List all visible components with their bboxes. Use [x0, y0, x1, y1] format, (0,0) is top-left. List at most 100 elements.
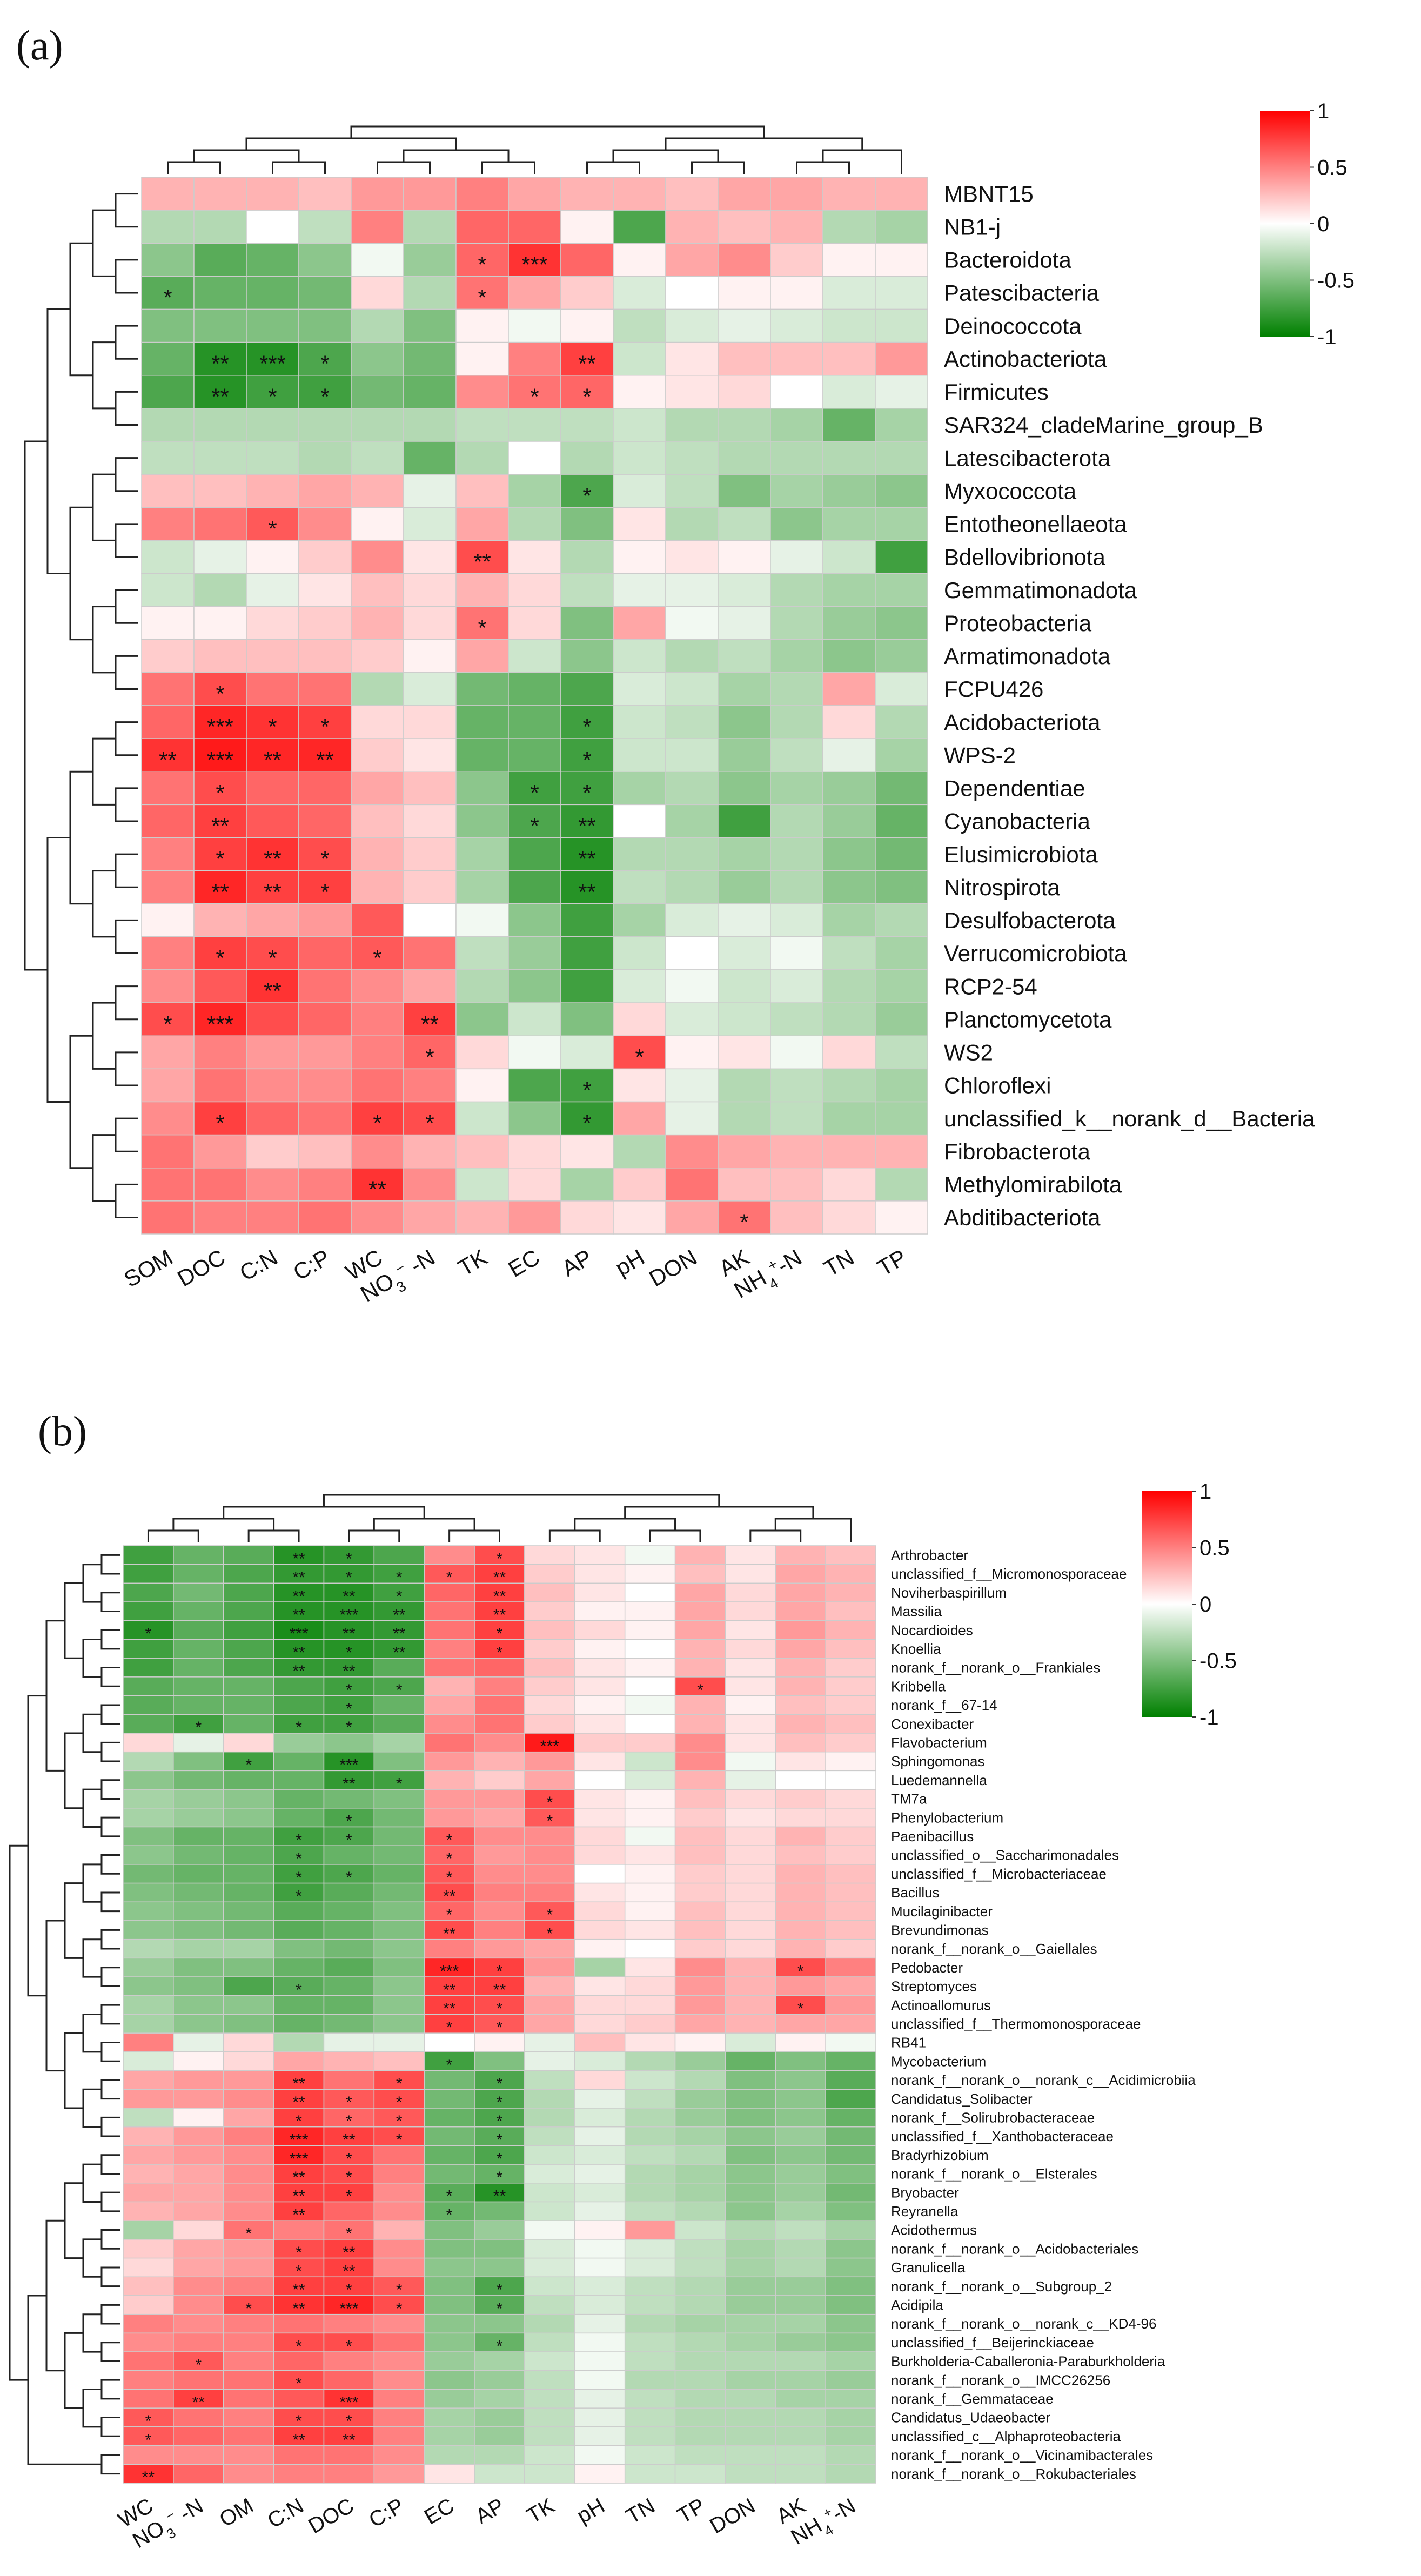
heatmap-cell	[524, 1620, 575, 1640]
heatmap-cell	[560, 1068, 614, 1103]
heatmap-cell	[273, 2070, 325, 2090]
heatmap-cell	[351, 705, 404, 739]
significance-mark: *	[797, 2000, 804, 2018]
heatmap-cell	[424, 1957, 475, 1977]
heatmap-cell	[775, 2464, 826, 2484]
heatmap-cell	[273, 1639, 325, 1659]
significance-mark: *	[478, 252, 486, 277]
heatmap-cell	[524, 2370, 575, 2390]
heatmap-cell	[223, 1901, 274, 1921]
heatmap-cell	[624, 2220, 676, 2240]
heatmap-cell	[173, 2445, 224, 2465]
significance-mark: ***	[259, 351, 286, 376]
heatmap-cell	[624, 2051, 676, 2071]
heatmap-cell	[474, 2220, 525, 2240]
row-label-norank-f-solirubrobacteraceae: norank_f__Solirubrobacteraceae	[891, 2109, 1095, 2125]
heatmap-cell	[775, 2295, 826, 2315]
dendrogram-branch	[100, 1554, 120, 1575]
heatmap-cell	[560, 177, 614, 211]
heatmap-cell	[524, 1658, 575, 1678]
dendrogram-branch	[45, 2219, 65, 2372]
heatmap-cell	[474, 2407, 525, 2427]
heatmap-cell	[725, 2407, 776, 2427]
heatmap-cell	[560, 1002, 614, 1036]
heatmap-cell	[424, 2089, 475, 2109]
heatmap-cell	[141, 1134, 195, 1169]
dendrogram-branch	[115, 325, 138, 360]
heatmap-cell	[273, 1545, 325, 1565]
significance-mark: *	[216, 780, 224, 806]
heatmap-cell	[373, 1751, 425, 1772]
heatmap-cell	[770, 341, 823, 376]
significance-mark: *	[446, 2056, 453, 2074]
heatmap-cell	[775, 1582, 826, 1602]
heatmap-cell	[674, 2070, 726, 2090]
column-label-tp: TP	[673, 2494, 709, 2528]
dendrogram-branch	[147, 1530, 199, 1542]
heatmap-cell	[875, 308, 928, 343]
heatmap-cell	[223, 1882, 274, 1903]
heatmap-cell	[613, 1200, 666, 1235]
column-dendrogram	[167, 125, 902, 174]
heatmap-cell	[351, 210, 404, 244]
heatmap-cell	[373, 1826, 425, 1846]
heatmap-cell	[875, 870, 928, 904]
heatmap-cell	[141, 969, 195, 1003]
heatmap-cell	[674, 1882, 726, 1903]
heatmap-cell	[624, 1995, 676, 2015]
heatmap-cell	[246, 1002, 299, 1036]
significance-mark: *	[373, 1110, 381, 1136]
heatmap-cell	[273, 1733, 325, 1753]
heatmap-cell	[875, 1035, 928, 1070]
heatmap-cell	[273, 2313, 325, 2334]
row-label-sphingomonas: Sphingomonas	[891, 1753, 984, 1769]
dendrogram-branch	[247, 1530, 300, 1542]
heatmap-cell	[524, 1582, 575, 1602]
heatmap-cell	[665, 1068, 719, 1103]
heatmap-cell	[725, 1882, 776, 1903]
heatmap-cell	[775, 1620, 826, 1640]
heatmap-cell	[560, 606, 614, 640]
heatmap-cell	[273, 1789, 325, 1809]
heatmap-cell	[424, 1938, 475, 1959]
heatmap-cell	[123, 2164, 174, 2184]
heatmap-cell	[323, 2051, 375, 2071]
heatmap-cell	[173, 2276, 224, 2296]
heatmap-cell	[574, 1770, 626, 1790]
heatmap-cell	[725, 1545, 776, 1565]
heatmap-cell	[775, 2051, 826, 2071]
heatmap-cell	[574, 2407, 626, 2427]
heatmap-cell	[725, 1695, 776, 1715]
heatmap-cell	[665, 341, 719, 376]
heatmap-cell	[775, 1789, 826, 1809]
dendrogram-branch	[115, 193, 138, 228]
column-label-don: DON	[645, 1244, 701, 1291]
heatmap-cell	[298, 210, 352, 244]
heatmap-cell	[223, 1564, 274, 1584]
row-label-norank-f-norank-o-elsterales: norank_f__norank_o__Elsterales	[891, 2166, 1097, 2182]
heatmap-cell	[875, 441, 928, 475]
heatmap-cell	[825, 2426, 876, 2446]
significance-mark: **	[343, 1587, 356, 1605]
heatmap-cell	[674, 2014, 726, 2034]
heatmap-cell	[455, 243, 509, 277]
significance-mark: *	[346, 1831, 352, 1849]
row-label-acidipila: Acidipila	[891, 2297, 943, 2313]
heatmap-cell	[424, 1751, 475, 1772]
significance-mark: **	[292, 2206, 305, 2224]
heatmap-cell	[574, 1864, 626, 1884]
significance-mark: **	[292, 2300, 305, 2318]
row-label-nb1-j: NB1-j	[944, 214, 1001, 239]
row-label-norank-f-norank-o-imcc26256: norank_f__norank_o__IMCC26256	[891, 2372, 1110, 2388]
dendrogram-branch	[100, 2042, 120, 2062]
heatmap-cell	[613, 969, 666, 1003]
heatmap-cell	[822, 308, 876, 343]
heatmap-cell	[298, 276, 352, 310]
heatmap-cell	[524, 2164, 575, 2184]
heatmap-cell	[373, 2032, 425, 2052]
heatmap-cell	[624, 2407, 676, 2427]
dendrogram-branch	[82, 1863, 102, 1903]
significance-mark: *	[195, 1719, 202, 1736]
heatmap-cell	[775, 2389, 826, 2409]
significance-mark: *	[497, 1550, 503, 1568]
